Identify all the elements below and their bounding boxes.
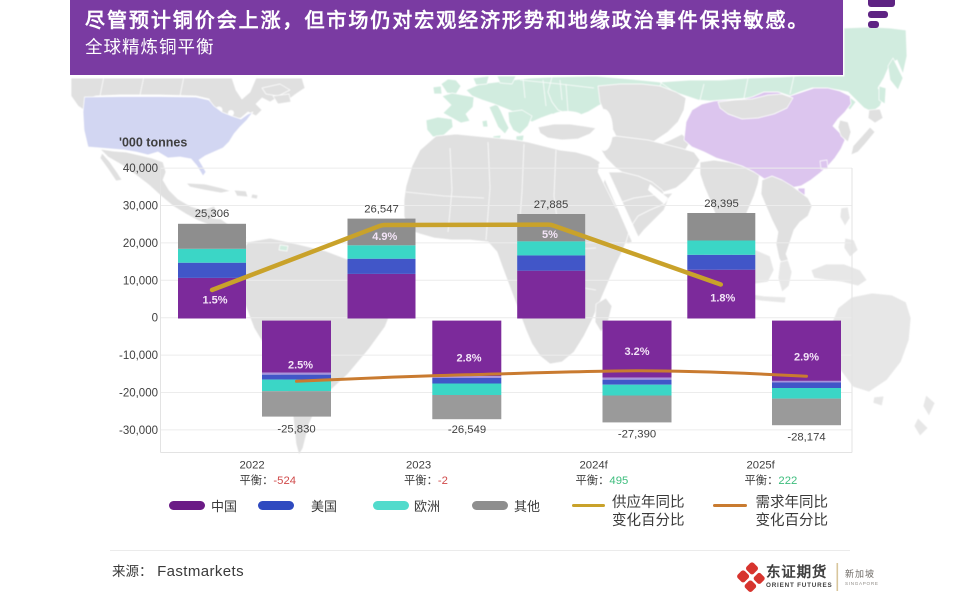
svg-text:2025f: 2025f	[747, 460, 776, 472]
svg-text:'000 tonnes: '000 tonnes	[119, 136, 187, 150]
svg-text:-28,174: -28,174	[787, 432, 825, 444]
svg-text:SINGAPORE: SINGAPORE	[845, 581, 879, 586]
svg-text:2024f: 2024f	[580, 460, 609, 472]
svg-text:2.5%: 2.5%	[288, 360, 313, 372]
svg-text:-30,000: -30,000	[119, 425, 158, 437]
svg-text:20,000: 20,000	[123, 238, 158, 250]
svg-text:3.2%: 3.2%	[624, 346, 649, 358]
svg-text:1.5%: 1.5%	[202, 295, 227, 307]
svg-text:28,395: 28,395	[704, 198, 739, 210]
svg-text:40,000: 40,000	[123, 163, 158, 175]
svg-text:5%: 5%	[542, 229, 558, 241]
svg-text:25,306: 25,306	[195, 208, 230, 220]
svg-text:1.8%: 1.8%	[710, 293, 735, 305]
svg-text:平衡：495: 平衡：495	[576, 474, 629, 487]
svg-text:-10,000: -10,000	[119, 350, 158, 362]
svg-text:-20,000: -20,000	[119, 388, 158, 400]
svg-text:-25,830: -25,830	[277, 424, 315, 436]
svg-text:平衡：222: 平衡：222	[745, 474, 798, 487]
svg-text:2.8%: 2.8%	[456, 353, 481, 365]
svg-text:-26,549: -26,549	[448, 424, 486, 436]
svg-text:27,885: 27,885	[534, 199, 569, 211]
svg-text:0: 0	[152, 313, 158, 325]
svg-text:26,547: 26,547	[364, 204, 399, 216]
svg-text:2.9%: 2.9%	[794, 352, 819, 364]
svg-text:新加坡: 新加坡	[845, 568, 875, 579]
svg-text:东证期货: 东证期货	[766, 563, 827, 581]
svg-text:-27,390: -27,390	[618, 429, 656, 441]
svg-text:4.9%: 4.9%	[372, 231, 397, 243]
svg-text:ORIENT FUTURES: ORIENT FUTURES	[766, 582, 832, 589]
svg-text:2022: 2022	[240, 460, 265, 472]
svg-text:平衡：-2: 平衡：-2	[404, 474, 448, 487]
svg-text:30,000: 30,000	[123, 201, 158, 213]
svg-text:平衡：-524: 平衡：-524	[240, 474, 297, 487]
svg-text:2023: 2023	[406, 460, 431, 472]
svg-text:10,000: 10,000	[123, 275, 158, 287]
